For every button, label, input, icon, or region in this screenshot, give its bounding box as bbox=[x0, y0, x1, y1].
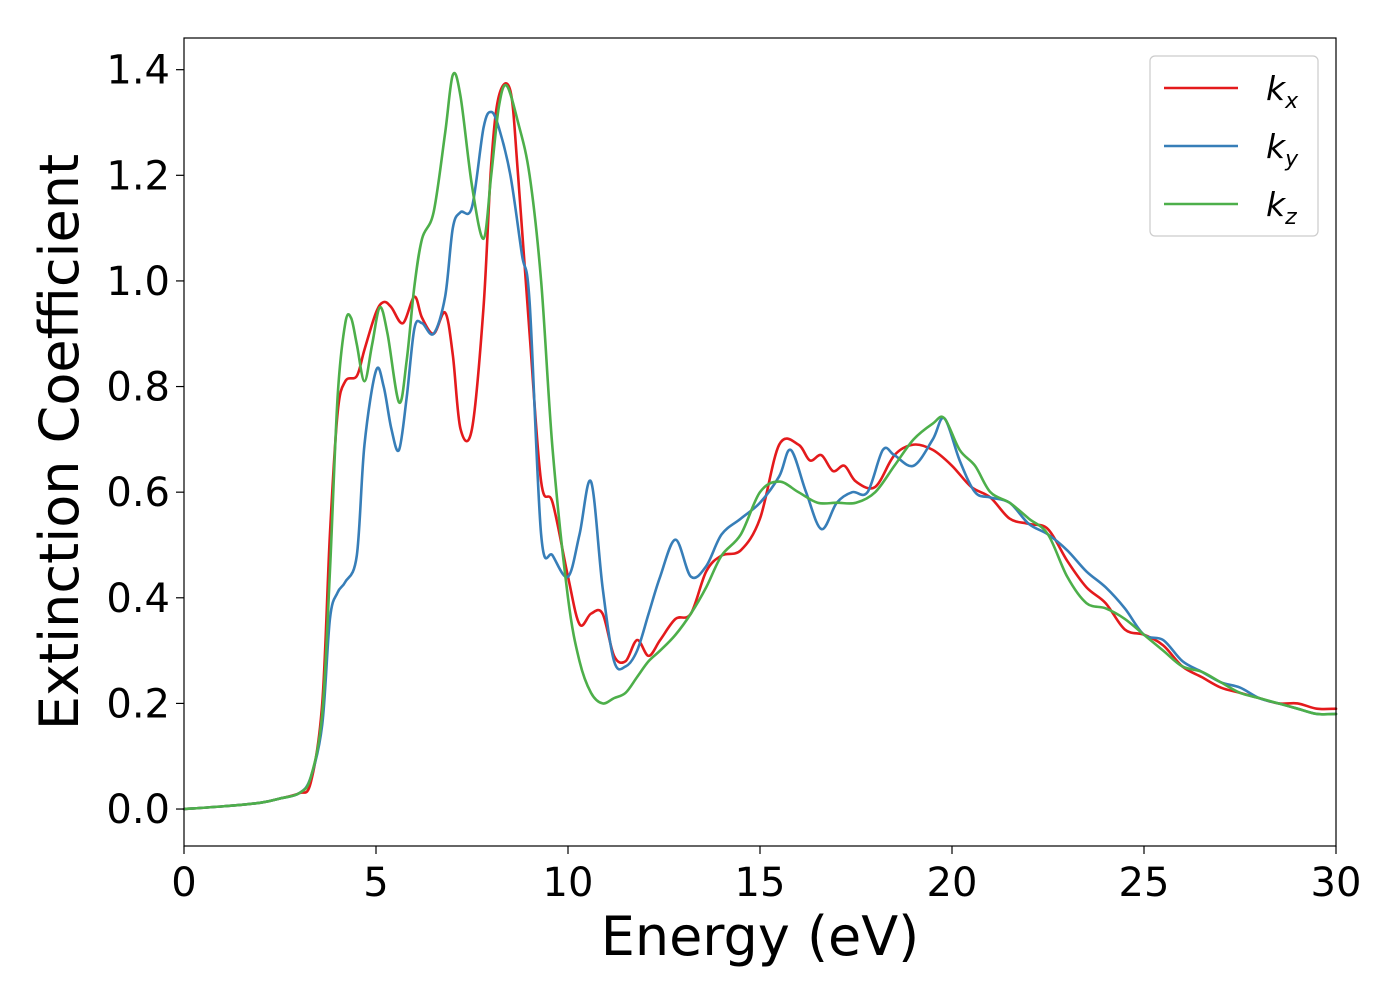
x-tick-label: 15 bbox=[735, 860, 786, 906]
y-tick-label: 1.2 bbox=[106, 153, 170, 199]
y-tick-label: 0.2 bbox=[106, 681, 170, 727]
series-line-y bbox=[182, 110, 1338, 811]
x-tick-label: 30 bbox=[1311, 860, 1362, 906]
legend-label-y: ky bbox=[1266, 127, 1299, 172]
series-layer bbox=[182, 71, 1338, 811]
y-tick-label: 0.8 bbox=[106, 365, 170, 411]
legend: kx ky kz bbox=[1149, 55, 1319, 237]
y-tick-label: 0.6 bbox=[106, 470, 170, 516]
x-tick-label: 25 bbox=[1119, 860, 1170, 906]
x-axis-label: Energy (eV) bbox=[601, 905, 920, 968]
y-axis: 0.0 0.2 0.4 0.6 0.8 1.0 1.2 1.4 bbox=[106, 48, 184, 833]
legend-label-x: kx bbox=[1266, 69, 1299, 114]
x-tick-label: 10 bbox=[543, 860, 594, 906]
y-tick-label: 1.4 bbox=[106, 48, 170, 94]
x-tick-label: 5 bbox=[363, 860, 388, 906]
legend-label-z: kz bbox=[1266, 185, 1297, 230]
x-axis: 0 5 10 15 20 25 30 bbox=[171, 846, 1361, 906]
y-axis-label: Extinction Coefficient bbox=[28, 154, 91, 730]
y-tick-label: 1.0 bbox=[106, 259, 170, 305]
x-tick-label: 0 bbox=[171, 860, 196, 906]
y-tick-label: 0.0 bbox=[106, 787, 170, 833]
x-tick-label: 20 bbox=[927, 860, 978, 906]
series-line-z bbox=[182, 71, 1338, 811]
y-tick-label: 0.4 bbox=[106, 576, 170, 622]
